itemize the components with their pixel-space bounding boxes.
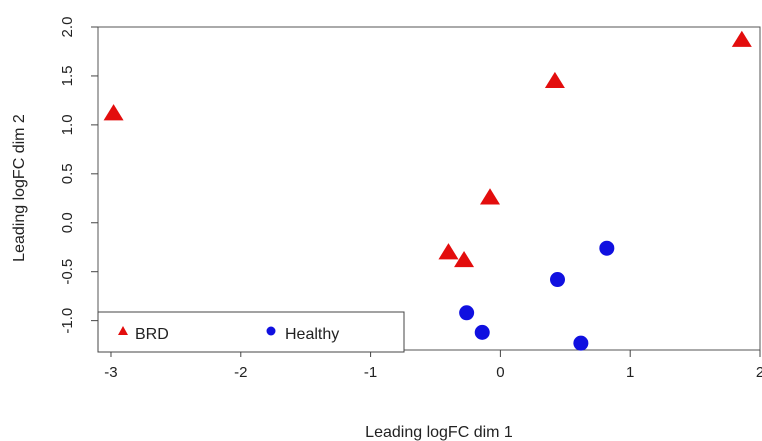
- point-healthy: [474, 324, 490, 340]
- y-tick-label: -0.5: [59, 259, 76, 285]
- x-tick-label: -2: [234, 364, 247, 381]
- point-brd: [103, 104, 124, 121]
- point-brd: [454, 250, 475, 268]
- y-tick-label: 0.0: [59, 212, 76, 233]
- y-tick-label: 1.5: [59, 66, 76, 87]
- point-healthy: [573, 335, 589, 351]
- y-tick-label: 1.0: [59, 114, 76, 135]
- legend-label-brd: BRD: [135, 326, 169, 343]
- plot-frame: [97, 26, 761, 351]
- point-healthy: [550, 272, 566, 288]
- x-tick-label: -3: [104, 364, 117, 381]
- y-axis: -1.0 -0.5 0.0 0.5 1.0 1.5 2.0: [59, 17, 98, 334]
- y-tick-label: 0.5: [59, 163, 76, 184]
- point-healthy: [599, 240, 615, 256]
- legend-label-healthy: Healthy: [285, 326, 339, 343]
- x-tick-label: -1: [364, 364, 377, 381]
- legend-brd-triangle-icon: [118, 326, 128, 335]
- legend-box: [97, 311, 405, 353]
- y-tick-label: -1.0: [59, 308, 76, 334]
- x-tick-label: 0: [496, 364, 504, 381]
- y-tick-label: 2.0: [59, 17, 76, 38]
- y-axis-title: Leading logFC dim 2: [11, 114, 28, 262]
- point-brd: [480, 188, 501, 205]
- point-brd: [544, 71, 565, 89]
- x-tick-label: 1: [626, 364, 634, 381]
- x-axis-title: Leading logFC dim 1: [365, 424, 513, 441]
- point-healthy: [459, 305, 475, 321]
- x-tick-label: 2: [756, 364, 762, 381]
- legend-healthy-circle-icon: [266, 326, 276, 336]
- legend: BRD Healthy: [97, 311, 405, 353]
- point-brd: [731, 30, 752, 47]
- x-axis: -3 -2 -1 0 1 2: [104, 350, 762, 381]
- data-points: [103, 30, 752, 351]
- point-brd: [438, 243, 459, 260]
